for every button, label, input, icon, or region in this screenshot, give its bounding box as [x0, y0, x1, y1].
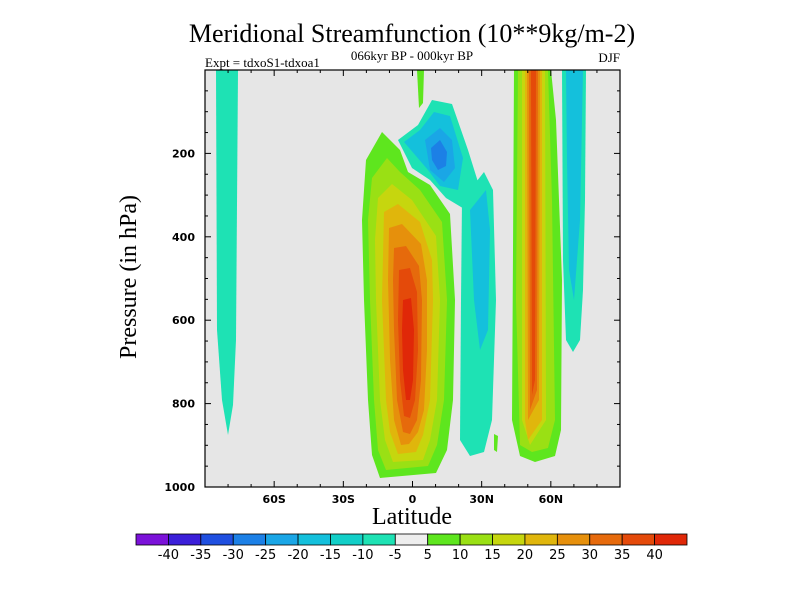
colorbar-swatch — [135, 533, 169, 546]
chart-subtitle: 066kyr BP - 000kyr BP — [351, 48, 473, 63]
contour-band — [402, 298, 414, 400]
colorbar-label: -10 — [352, 548, 373, 563]
x-tick-label: 0 — [409, 493, 417, 506]
contour-band — [566, 70, 583, 300]
y-tick-label: 1000 — [164, 481, 195, 494]
season-label: DJF — [598, 50, 620, 65]
colorbar-label: -15 — [320, 548, 341, 563]
colorbar-label: 15 — [484, 548, 501, 563]
y-axis: 200 400 600 800 1000 — [164, 90, 620, 494]
colorbar-label: -30 — [223, 548, 244, 563]
colorbar-swatch — [524, 533, 558, 546]
x-tick-label: 60N — [539, 493, 564, 506]
colorbar-swatch — [427, 533, 461, 546]
y-tick-label: 400 — [172, 231, 195, 244]
colorbar-swatch — [492, 533, 526, 546]
colorbar-label: 5 — [424, 548, 432, 563]
x-axis-label: Latitude — [372, 504, 452, 530]
colorbar-swatch — [297, 533, 331, 546]
colorbar-swatch — [362, 533, 396, 546]
contour-band — [531, 70, 536, 395]
x-tick-label: 60S — [263, 493, 286, 506]
contour-band — [417, 70, 424, 108]
colorbar-swatch — [200, 533, 234, 546]
contour-band — [216, 70, 238, 435]
contour-band — [494, 434, 498, 452]
x-axis: 60S 30S 0 30N 60N — [227, 70, 598, 506]
colorbar-label: -25 — [255, 548, 276, 563]
contour-band — [470, 190, 490, 350]
y-tick-label: 800 — [172, 398, 195, 411]
colorbar-swatch — [654, 533, 688, 546]
colorbar-label: 30 — [581, 548, 598, 563]
colorbar-swatch — [589, 533, 623, 546]
colorbar-swatch — [556, 533, 591, 546]
y-axis-label: Pressure (in hPa) — [116, 195, 142, 359]
colorbar-label: -40 — [158, 548, 179, 563]
x-tick-label: 30S — [332, 493, 355, 506]
x-tick-label: 30N — [469, 493, 494, 506]
colorbar-label: -20 — [287, 548, 308, 563]
y-tick-label: 200 — [172, 147, 195, 160]
colorbar-swatch — [459, 533, 493, 546]
colorbar-label: 25 — [549, 548, 566, 563]
colorbar-swatch — [265, 533, 299, 546]
colorbar-label: 10 — [452, 548, 469, 563]
colorbar-label: -35 — [190, 548, 211, 563]
colorbar-swatch — [621, 533, 655, 546]
colorbar-swatch — [232, 533, 267, 546]
contour-band — [431, 140, 447, 170]
colorbar-label: 35 — [614, 548, 631, 563]
y-tick-label: 600 — [172, 314, 195, 327]
colorbar-label: 40 — [646, 548, 663, 563]
colorbar: -40 -35 -30 -25 -20 -15 -10 -5 5 10 15 20 25 30 35 40 — [135, 533, 688, 563]
experiment-label: Expt = tdxoS1-tdxoa1 — [205, 55, 320, 70]
chart-title: Meridional Streamfunction (10**9kg/m-2) — [189, 19, 635, 48]
contour-field — [216, 70, 586, 478]
colorbar-label: 20 — [517, 548, 534, 563]
colorbar-label: -5 — [389, 548, 402, 563]
colorbar-swatch — [330, 533, 364, 546]
colorbar-swatch — [394, 533, 429, 546]
colorbar-swatch — [168, 533, 202, 546]
